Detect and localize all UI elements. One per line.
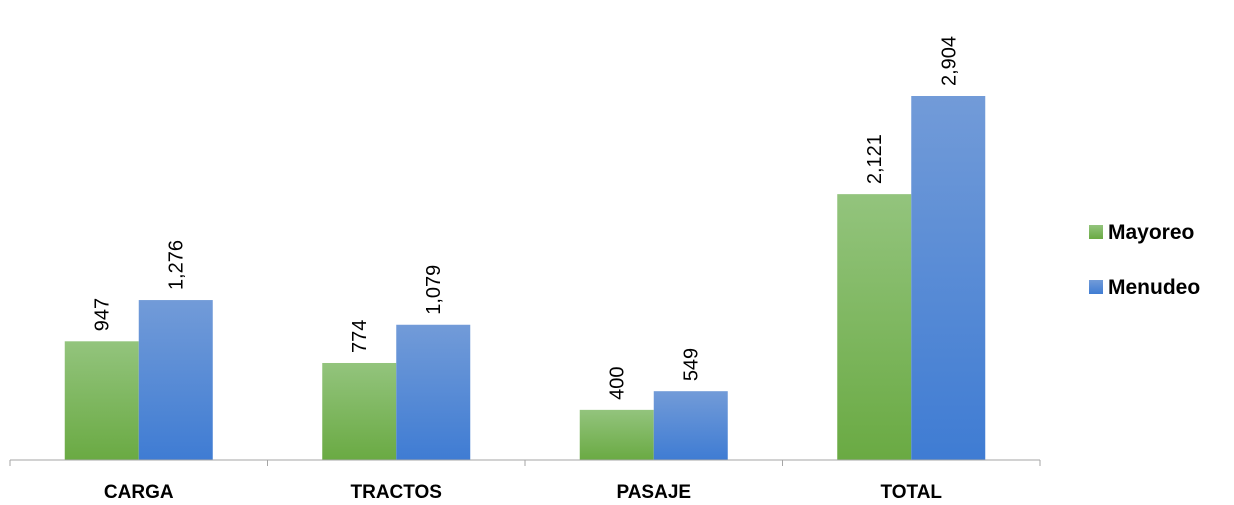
bar-mayoreo-carga — [64, 341, 139, 460]
legend-label-menudeo: Menudeo — [1108, 276, 1200, 299]
data-label-mayoreo-pasaje: 400 — [607, 366, 629, 399]
data-label-menudeo-total: 2,904 — [938, 36, 960, 86]
bar-menudeo-carga — [138, 300, 213, 460]
bar-mayoreo-pasaje — [579, 409, 654, 460]
legend: Mayoreo Menudeo — [1089, 221, 1200, 299]
bar-mayoreo-total — [837, 194, 912, 460]
x-axis: CARGA TRACTOS PASAJE TOTAL — [9, 459, 1041, 503]
data-label-mayoreo-carga: 947 — [92, 298, 114, 331]
data-label-menudeo-carga: 1,276 — [166, 240, 188, 290]
data-labels-group: 947 1,276 774 1,079 400 549 2,121 2,904 — [92, 36, 961, 400]
legend-label-mayoreo: Mayoreo — [1108, 221, 1194, 244]
data-label-mayoreo-tractos: 774 — [349, 320, 371, 353]
category-label-tractos: TRACTOS — [351, 482, 442, 503]
bar-menudeo-total — [911, 96, 986, 460]
bars-group — [64, 96, 986, 460]
bar-menudeo-tractos — [396, 324, 471, 460]
legend-swatch-menudeo — [1089, 280, 1103, 294]
category-label-total: TOTAL — [880, 482, 942, 503]
data-label-menudeo-tractos: 1,079 — [423, 265, 445, 315]
legend-swatch-mayoreo — [1089, 225, 1103, 239]
data-label-menudeo-pasaje: 549 — [681, 348, 703, 381]
bar-mayoreo-tractos — [322, 362, 397, 460]
category-label-carga: CARGA — [104, 482, 174, 503]
category-label-pasaje: PASAJE — [616, 482, 691, 503]
bar-menudeo-pasaje — [653, 391, 728, 460]
data-label-mayoreo-total: 2,121 — [864, 134, 886, 184]
